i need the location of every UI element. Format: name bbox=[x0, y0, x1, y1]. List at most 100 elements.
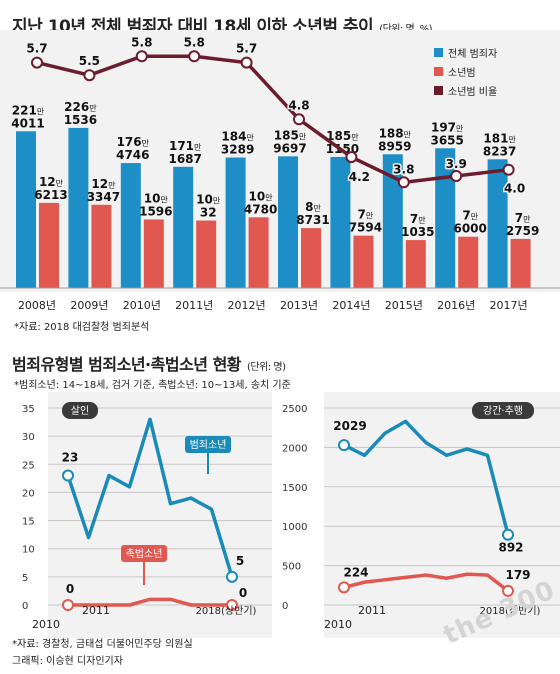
point-label-start-red: 0 bbox=[66, 582, 74, 596]
bar-youth bbox=[458, 236, 479, 288]
point-label-start-blue: 23 bbox=[62, 451, 79, 465]
series-tag-red bbox=[121, 545, 167, 562]
panel-background bbox=[48, 392, 272, 638]
bar-youth-label-rest: 32 bbox=[200, 206, 217, 220]
bar-total bbox=[120, 163, 141, 288]
bar-youth-label-man: 8 bbox=[305, 200, 313, 214]
bar-total-label: 171만 bbox=[169, 139, 202, 153]
bar-youth-label-suffix: 만 bbox=[313, 204, 321, 213]
bar-total-label-suffix: 만 bbox=[456, 124, 464, 133]
bar-youth bbox=[91, 204, 112, 288]
bar-total-label-rest: 1687 bbox=[168, 152, 201, 166]
bar-youth-label-man: 10 bbox=[144, 191, 161, 205]
bar-youth-label: 12만 bbox=[39, 175, 64, 189]
x-tick-label: 2010년 bbox=[123, 299, 161, 312]
bar-total-label-man: 181 bbox=[483, 131, 508, 145]
bar-youth-label-rest: 6213 bbox=[34, 188, 67, 202]
series-line-red bbox=[343, 572, 510, 593]
point-label-end-blue: 892 bbox=[498, 541, 523, 555]
ratio-point bbox=[502, 163, 515, 176]
bar-total-label-suffix: 만 bbox=[404, 130, 412, 139]
bar-total-label-rest: 9697 bbox=[273, 141, 306, 155]
bar-total-label-suffix: 만 bbox=[299, 132, 307, 141]
bar-total-label: 176만 bbox=[117, 135, 150, 149]
bar-total bbox=[382, 154, 403, 288]
bar-total-label-man: 176 bbox=[117, 135, 142, 149]
legend-swatch bbox=[434, 86, 443, 95]
ratio-point bbox=[135, 50, 148, 63]
bar-youth bbox=[248, 217, 269, 288]
bar-youth-label: 7만 bbox=[410, 212, 426, 226]
y-tick-label: 500 bbox=[282, 562, 301, 573]
bar-youth bbox=[405, 240, 426, 288]
series-tag-blue-label: 범죄소년 bbox=[190, 439, 227, 451]
x-tick-label: 2011 bbox=[82, 604, 110, 617]
ratio-label: 4.0 bbox=[504, 182, 525, 196]
bar-total-label-suffix: 만 bbox=[89, 104, 97, 113]
ratio-point bbox=[450, 170, 463, 182]
panel-badge-label: 강간·추행 bbox=[483, 405, 523, 417]
x-tick-label: 2011년 bbox=[175, 299, 213, 312]
bar-total-label-man: 221 bbox=[12, 103, 37, 117]
bottom-unit: (단위: 명) bbox=[247, 362, 286, 373]
bar-youth-label-rest: 8731 bbox=[296, 213, 329, 227]
footer: *자료: 경찰청, 금태섭 더불어민주당 의원실 그래픽: 이승현 디자인기자 bbox=[12, 636, 193, 670]
bar-youth bbox=[196, 220, 217, 288]
bar-youth-label-rest: 3347 bbox=[87, 190, 120, 204]
y-tick-label: 2000 bbox=[282, 443, 307, 454]
series-line-red bbox=[68, 597, 232, 607]
x-tick-label: 2017년 bbox=[490, 299, 528, 312]
ratio-point bbox=[240, 56, 253, 69]
bar-youth-label: 8만 bbox=[305, 200, 321, 214]
bar-total-label-suffix: 만 bbox=[508, 135, 516, 144]
bar-total-label-suffix: 만 bbox=[246, 134, 254, 143]
bar-youth-label-suffix: 만 bbox=[366, 212, 374, 221]
bar-total-label-suffix: 만 bbox=[351, 133, 359, 142]
series-endpoint bbox=[502, 528, 514, 541]
bar-youth bbox=[143, 219, 164, 288]
panel-background bbox=[324, 392, 560, 638]
legend-label: 소년범 비율 bbox=[448, 86, 497, 98]
bar-total-label-rest: 8237 bbox=[483, 144, 516, 158]
x-tick-label: 2008년 bbox=[18, 299, 56, 312]
bar-youth-label-rest: 1035 bbox=[401, 225, 434, 239]
ratio-label: 4.2 bbox=[349, 170, 370, 184]
bar-youth-label-man: 10 bbox=[249, 189, 266, 203]
bar-youth-label-suffix: 만 bbox=[265, 193, 273, 202]
panel-badge-label: 살인 bbox=[71, 405, 89, 417]
bar-total-label: 221만 bbox=[12, 103, 45, 117]
bar-youth-label-man: 12 bbox=[39, 175, 56, 189]
bar-total-label: 184만 bbox=[221, 130, 254, 144]
x-tick-label: 2015년 bbox=[385, 299, 423, 312]
bar-youth-label-man: 7 bbox=[462, 209, 470, 223]
bar-youth-label: 12만 bbox=[91, 177, 116, 191]
bar-youth-label-suffix: 만 bbox=[160, 195, 168, 204]
bar-total-label-man: 188 bbox=[379, 126, 404, 140]
bar-total-label: 185만 bbox=[274, 128, 307, 142]
bar-total bbox=[278, 156, 298, 288]
bar-total-label-rest: 4746 bbox=[116, 148, 149, 162]
legend-label: 소년범 bbox=[448, 67, 476, 79]
ratio-point bbox=[31, 56, 43, 69]
ratio-label: 5.8 bbox=[184, 35, 205, 49]
bar-youth-label: 7만 bbox=[515, 211, 531, 225]
y-tick-label: 0 bbox=[22, 601, 28, 612]
y-tick-label: 1500 bbox=[282, 483, 307, 494]
bar-youth-label-suffix: 만 bbox=[108, 181, 116, 190]
bar-total bbox=[330, 156, 351, 288]
bar-youth-label-man: 7 bbox=[515, 211, 523, 225]
y-tick-label: 2500 bbox=[282, 404, 307, 415]
ratio-label: 3.8 bbox=[393, 162, 414, 176]
bar-youth bbox=[510, 238, 531, 288]
bar-youth-label-suffix: 만 bbox=[471, 213, 479, 222]
bar-youth-label-man: 7 bbox=[410, 212, 418, 226]
bar-youth-label-suffix: 만 bbox=[418, 216, 426, 225]
bottom-chart-title: 범죄유형별 범죄소년·촉법소년 현황 (단위: 명) bbox=[12, 351, 286, 375]
ratio-line bbox=[36, 54, 509, 185]
top-unit: (단위: 명, %) bbox=[379, 24, 432, 35]
bar-youth-label-suffix: 만 bbox=[523, 215, 531, 224]
y-tick-label: 5 bbox=[22, 573, 28, 584]
y-tick-label: 25 bbox=[22, 460, 35, 471]
bar-total-label-rest: 4011 bbox=[11, 116, 44, 130]
panel-badge bbox=[62, 402, 98, 419]
